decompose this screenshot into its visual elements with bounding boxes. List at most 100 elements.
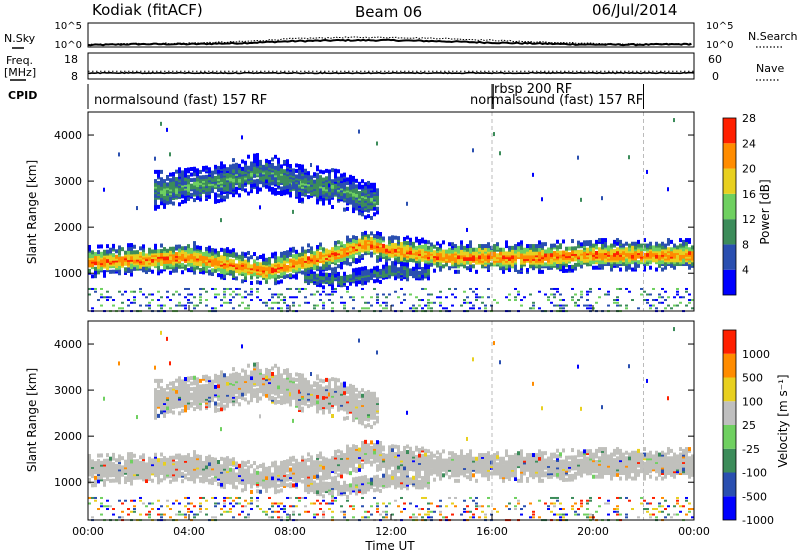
power-cell xyxy=(340,177,343,182)
velocity-cell xyxy=(184,408,187,413)
power-cell xyxy=(343,244,346,249)
power-cell xyxy=(127,299,130,302)
power-cell xyxy=(316,191,319,196)
power-cell xyxy=(160,249,163,254)
power-cell xyxy=(574,262,577,267)
power-cell xyxy=(166,197,169,202)
power-cell xyxy=(220,194,223,199)
power-cell xyxy=(343,277,346,282)
velocity-cell xyxy=(244,505,247,508)
power-cell xyxy=(340,241,343,246)
power-cell xyxy=(208,253,211,258)
power-cell xyxy=(202,251,205,256)
power-cell xyxy=(550,287,553,290)
velocity-cell xyxy=(154,452,157,457)
velocity-cell xyxy=(241,510,244,513)
power-cell xyxy=(199,293,202,296)
power-cell xyxy=(571,299,574,302)
velocity-cell xyxy=(157,458,160,463)
velocity-cell xyxy=(106,508,109,511)
power-cell xyxy=(241,187,244,192)
velocity-cell xyxy=(97,459,100,464)
power-cell xyxy=(238,293,241,296)
power-cell xyxy=(562,304,565,307)
velocity-cell xyxy=(112,452,115,457)
velocity-cell xyxy=(247,363,250,368)
power-cell xyxy=(322,177,325,182)
power-cell xyxy=(478,307,481,310)
velocity-cell xyxy=(226,510,229,513)
power-cell xyxy=(580,293,583,296)
power-cell xyxy=(133,244,136,249)
power-cell xyxy=(679,296,682,299)
velocity-cell xyxy=(127,459,130,464)
power-cell xyxy=(649,304,652,307)
velocity-cell xyxy=(190,467,193,472)
power-cell xyxy=(241,301,244,304)
power-cell xyxy=(265,267,268,272)
velocity-cell xyxy=(229,475,232,480)
power-cell xyxy=(460,240,463,245)
power-cell xyxy=(208,245,211,250)
power-cell xyxy=(292,254,295,259)
power-cell xyxy=(553,243,556,248)
velocity-cell xyxy=(109,456,112,461)
velocity-cell xyxy=(169,479,172,484)
velocity-cell xyxy=(241,375,244,380)
power-cell xyxy=(244,290,247,293)
velocity-cell xyxy=(232,483,235,488)
power-cell xyxy=(280,293,283,296)
power-cell xyxy=(370,231,373,236)
power-cell xyxy=(133,296,136,299)
power-cell xyxy=(274,188,277,193)
power-cell xyxy=(307,171,310,176)
power-cell xyxy=(652,252,655,257)
power-cell xyxy=(331,293,334,296)
power-cell xyxy=(319,175,322,180)
power-cell xyxy=(259,254,262,259)
velocity-cell xyxy=(199,505,202,508)
velocity-cell xyxy=(202,472,205,477)
power-cell xyxy=(229,269,232,274)
power-cell xyxy=(370,236,373,241)
velocity-cell xyxy=(217,374,220,379)
power-cell xyxy=(604,238,607,243)
power-cell xyxy=(391,242,394,247)
velocity-cell xyxy=(193,386,196,391)
velocity-cell xyxy=(229,478,232,483)
power-cell xyxy=(295,273,298,278)
power-cell xyxy=(508,268,511,273)
power-cell xyxy=(145,266,148,271)
power-cell xyxy=(97,244,100,249)
power-cell xyxy=(286,253,289,258)
power-cell xyxy=(139,251,142,256)
power-cell xyxy=(337,169,340,174)
power-cell xyxy=(202,263,205,268)
power-cell xyxy=(457,269,460,274)
power-cell xyxy=(538,244,541,249)
power-cell xyxy=(502,255,505,260)
power-cell xyxy=(199,255,202,260)
power-cell xyxy=(403,257,406,262)
power-cell xyxy=(169,172,172,177)
power-cell xyxy=(433,250,436,255)
power-cell xyxy=(184,307,187,310)
velocity-cell xyxy=(220,482,223,487)
power-cell xyxy=(175,177,178,182)
velocity-cell xyxy=(169,387,172,392)
power-cell xyxy=(634,262,637,267)
power-cell xyxy=(193,177,196,182)
power-cell xyxy=(376,301,379,304)
power-cell xyxy=(184,304,187,307)
velocity-cell xyxy=(247,472,250,477)
power-cell xyxy=(346,257,349,262)
power-cell xyxy=(286,287,289,290)
power-cell xyxy=(136,250,139,255)
power-cell xyxy=(262,164,265,169)
power-cell xyxy=(250,280,253,285)
power-cell xyxy=(241,183,244,188)
power-cell xyxy=(106,290,109,293)
power-cell xyxy=(277,307,280,310)
power-cell xyxy=(484,307,487,310)
power-cell xyxy=(187,299,190,302)
